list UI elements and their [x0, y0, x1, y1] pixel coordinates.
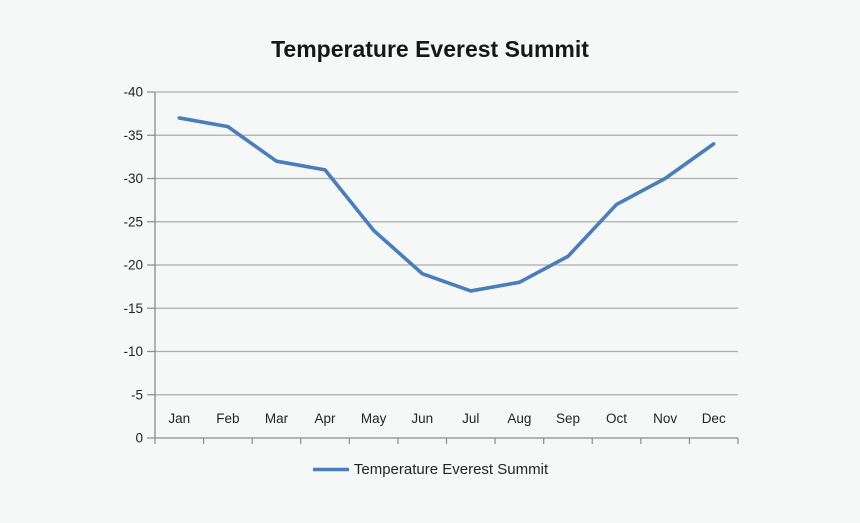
x-tick-label: Jan: [168, 411, 190, 426]
x-tick-label: Nov: [653, 411, 677, 426]
y-tick-label: -25: [123, 214, 143, 229]
data-line-temperature: [177, 116, 716, 293]
legend-label: Temperature Everest Summit: [353, 461, 549, 478]
x-tick-label: Oct: [606, 411, 627, 426]
x-tick-label: May: [361, 411, 387, 426]
chart-title: Temperature Everest Summit: [271, 36, 589, 62]
y-tick-label: -20: [123, 258, 143, 273]
x-tick-label: Dec: [702, 411, 726, 426]
y-tick-label: -35: [123, 128, 143, 143]
x-tick-label: Aug: [507, 411, 531, 426]
legend: Temperature Everest Summit: [0, 461, 860, 478]
y-tick-label: -10: [123, 344, 143, 359]
y-tick-label: -5: [131, 387, 143, 402]
x-tick-label: Jun: [411, 411, 433, 426]
x-tick-label: Sep: [556, 411, 580, 426]
x-tick-label: Feb: [216, 411, 239, 426]
x-tick-label: Mar: [265, 411, 289, 426]
y-tick-label: -30: [123, 171, 143, 186]
y-tick-label: 0: [135, 431, 143, 446]
y-tick-label: -15: [123, 301, 143, 316]
y-tick-label: -40: [123, 85, 143, 100]
legend-line-swatch: [312, 467, 349, 472]
x-tick-label: Apr: [315, 411, 337, 426]
x-tick-label: Jul: [462, 411, 479, 426]
